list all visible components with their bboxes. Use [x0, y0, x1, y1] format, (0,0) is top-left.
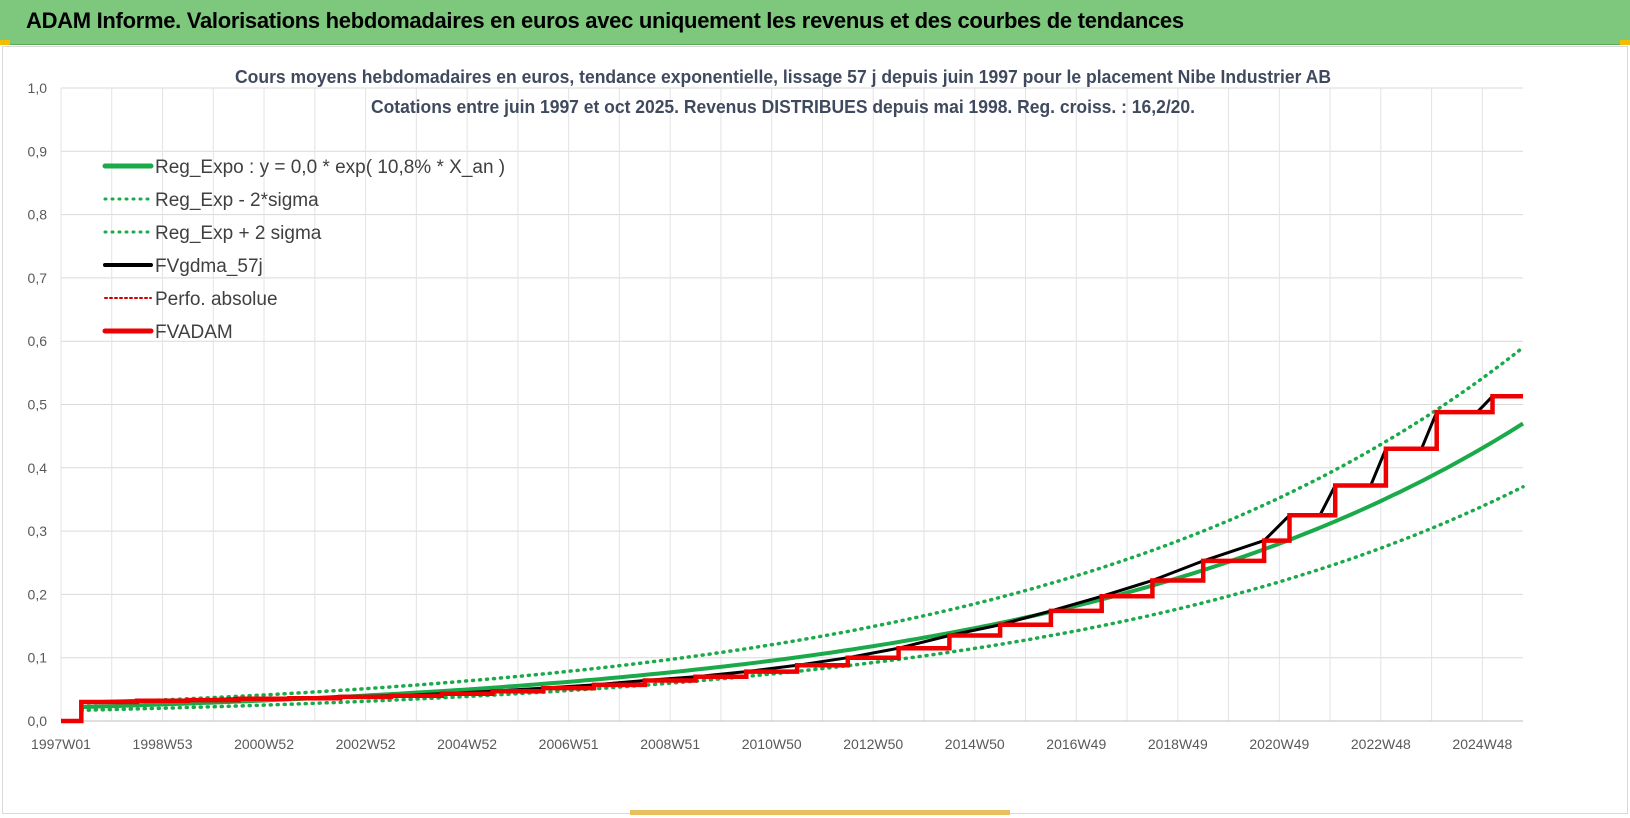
- x-tick-label: 2024W48: [1452, 736, 1512, 752]
- x-tick-label: 2002W52: [336, 736, 396, 752]
- x-tick-label: 1998W53: [133, 736, 193, 752]
- y-tick-label: 0,6: [28, 333, 48, 349]
- legend-label: Reg_Exp + 2 sigma: [155, 223, 322, 244]
- legend-label: Reg_Exp - 2*sigma: [155, 190, 319, 211]
- corner-marker-right: [1620, 40, 1630, 45]
- x-tick-label: 2000W52: [234, 736, 294, 752]
- legend-label: Reg_Expo : y = 0,0 * exp( 10,8% * X_an ): [155, 157, 505, 178]
- y-tick-label: 0,8: [28, 207, 48, 223]
- x-tick-label: 2018W49: [1148, 736, 1208, 752]
- x-tick-label: 2012W50: [843, 736, 903, 752]
- y-tick-label: 0,3: [28, 523, 48, 539]
- x-tick-label: 2016W49: [1046, 736, 1106, 752]
- y-tick-label: 0,0: [28, 713, 48, 729]
- legend-label: FVADAM: [155, 322, 233, 343]
- fvadam-line: [61, 394, 1523, 724]
- x-tick-label: 2004W52: [437, 736, 497, 752]
- legend-label: FVgdma_57j: [155, 256, 263, 277]
- y-tick-label: 0,4: [28, 460, 48, 476]
- chart-title: Cours moyens hebdomadaires en euros, ten…: [235, 66, 1331, 117]
- x-tick-label: 2014W50: [945, 736, 1005, 752]
- x-tick-label: 2008W51: [640, 736, 700, 752]
- y-tick-label: 1,0: [28, 80, 48, 96]
- y-tick-label: 0,1: [28, 650, 48, 666]
- x-axis-ticks: 1997W01 1998W53 2000W52 2002W52 2004W52 2006W…: [31, 736, 1513, 752]
- chart-legend: Reg_Expo : y = 0,0 * exp( 10,8% * X_an )…: [102, 157, 505, 343]
- y-tick-label: 0,7: [28, 270, 48, 286]
- chart-title-line: Cours moyens hebdomadaires en euros, ten…: [235, 66, 1331, 87]
- x-tick-label: 2022W48: [1351, 736, 1411, 752]
- report-title: ADAM Informe. Valorisations hebdomadaire…: [26, 8, 1184, 33]
- corner-marker-left: [0, 40, 10, 45]
- y-tick-label: 0,2: [28, 586, 48, 602]
- legend-label: Perfo. absolue: [155, 289, 278, 310]
- bottom-scroll-hint: [630, 810, 1010, 815]
- line-chart: 0,0 0,1 0,2 0,3 0,4 0,5 0,6 0,7 0,8 0,9 1,0 1997W0…: [28, 66, 1525, 752]
- reg-exp-plus-2sigma-line: [79, 345, 1525, 706]
- chart-title-line: Cotations entre juin 1997 et oct 2025. R…: [371, 96, 1195, 117]
- y-tick-label: 0,5: [28, 397, 48, 413]
- chart-series: [61, 345, 1525, 724]
- report-header: ADAM Informe. Valorisations hebdomadaire…: [0, 0, 1630, 45]
- y-tick-label: 0,9: [28, 143, 48, 159]
- x-tick-label: 2020W49: [1249, 736, 1309, 752]
- y-axis-ticks: 0,0 0,1 0,2 0,3 0,4 0,5 0,6 0,7 0,8 0,9 1,0: [28, 80, 48, 729]
- chart-frame: 0,0 0,1 0,2 0,3 0,4 0,5 0,6 0,7 0,8 0,9 1,0 1997W0…: [2, 46, 1628, 814]
- x-tick-label: 2010W50: [742, 736, 802, 752]
- x-tick-label: 2006W51: [539, 736, 599, 752]
- grid-lines: [60, 87, 1523, 722]
- reg-exp-minus-2sigma-line: [79, 485, 1525, 712]
- x-tick-label: 1997W01: [31, 736, 91, 752]
